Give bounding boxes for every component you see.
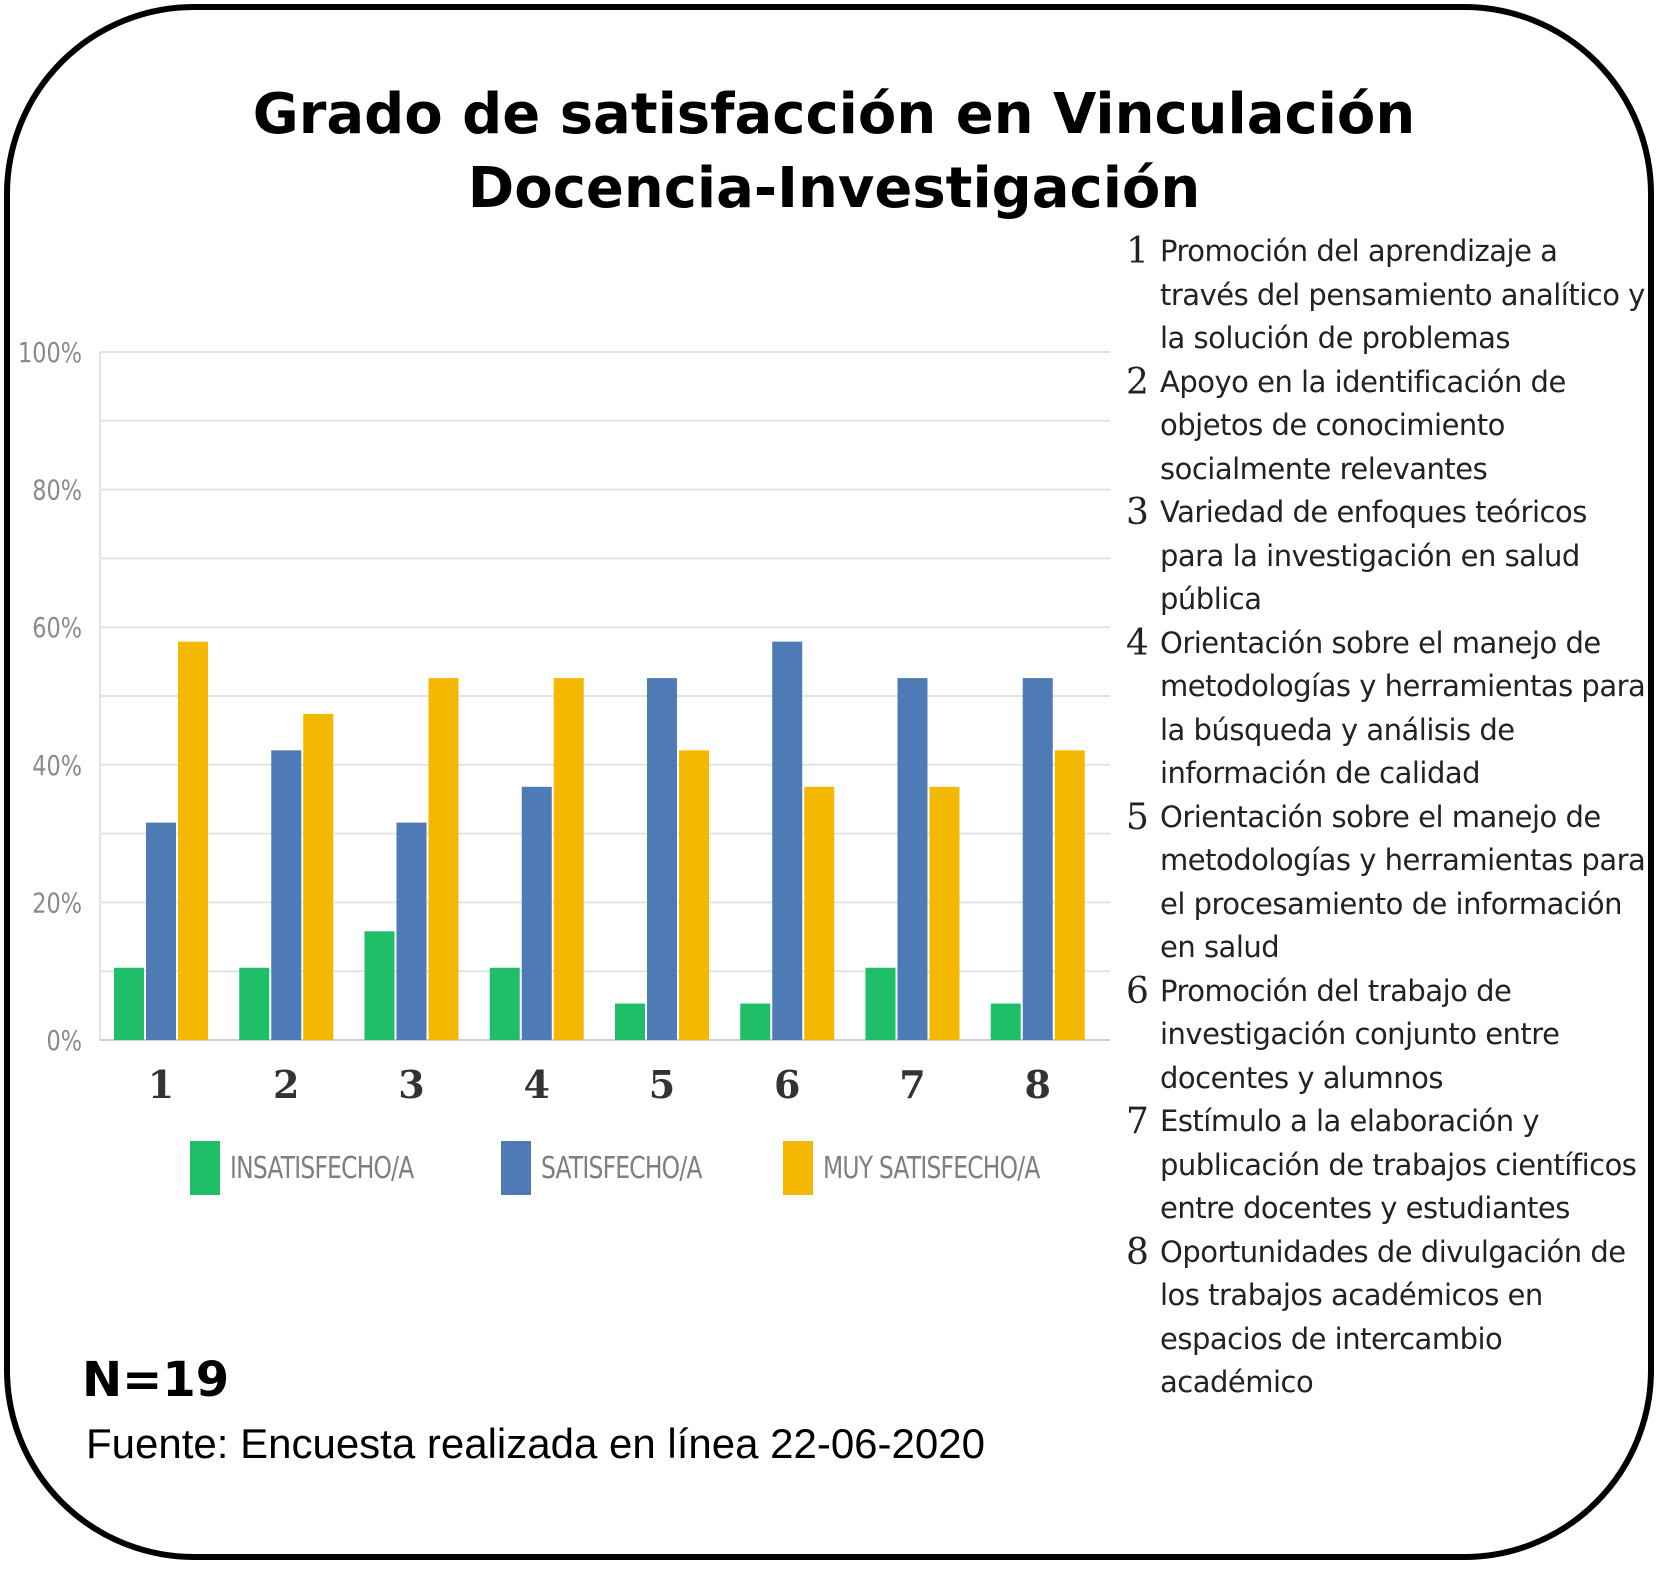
legend-item-muy-satisfecho: MUY SATISFECHO/A <box>783 1141 1101 1195</box>
description-text: Oportunidades de divulgación de los trab… <box>1160 1234 1626 1400</box>
description-item: 7 Estímulo a la elaboración y publicación… <box>1126 1100 1646 1231</box>
bar-5-insatisfecho <box>615 1003 645 1040</box>
description-item: 8 Oportunidades de divulgación de los tra… <box>1126 1231 1646 1405</box>
bar-3-muy-satisfecho <box>428 678 459 1040</box>
bar-8-satisfecho <box>1022 678 1053 1040</box>
x-tick-label: 5 <box>649 1062 675 1107</box>
x-tick-label: 4 <box>524 1062 550 1107</box>
x-tick-label: 7 <box>899 1062 925 1107</box>
chart-legend: INSATISFECHO/A SATISFECHO/A MUY SATISFEC… <box>190 1138 1070 1198</box>
bar-4-insatisfecho <box>489 967 520 1040</box>
y-tick-label: 40% <box>32 748 82 781</box>
description-text: Apoyo en la identificación de objetos de… <box>1160 364 1566 486</box>
chart-title: Grado de satisfacción en Vinculación Doc… <box>200 78 1468 226</box>
description-number: 5 <box>1126 796 1149 838</box>
legend-swatch-insatisfecho <box>190 1141 220 1195</box>
bar-3-satisfecho <box>396 822 427 1040</box>
bar-8-insatisfecho <box>990 1003 1021 1040</box>
y-tick-label: 60% <box>32 611 82 644</box>
description-item: 2 Apoyo en la identificación de objetos d… <box>1126 361 1646 492</box>
description-item: 5 Orientación sobre el manejo de metodolo… <box>1126 796 1646 970</box>
x-tick-label: 6 <box>774 1062 800 1107</box>
bar-4-satisfecho <box>521 786 552 1040</box>
description-number: 6 <box>1126 970 1149 1012</box>
bar-7-satisfecho <box>897 678 928 1040</box>
bar-2-muy-satisfecho <box>303 713 334 1040</box>
bar-3-insatisfecho <box>364 931 395 1040</box>
bar-1-satisfecho <box>146 822 176 1040</box>
x-tick-label: 2 <box>273 1062 299 1107</box>
legend-label-satisfecho: SATISFECHO/A <box>541 1150 702 1186</box>
description-text: Promoción del trabajo de investigación c… <box>1160 973 1560 1095</box>
category-descriptions: 1 Promoción del aprendizaje a través del … <box>1126 230 1646 1405</box>
bar-6-satisfecho <box>772 641 803 1040</box>
legend-item-insatisfecho: INSATISFECHO/A <box>190 1141 465 1195</box>
gridlines <box>99 351 1110 1041</box>
bar-2-satisfecho <box>271 750 302 1040</box>
legend-item-satisfecho: SATISFECHO/A <box>501 1141 747 1195</box>
description-text: Estímulo a la elaboración y publicación … <box>1160 1104 1637 1225</box>
title-line-1: Grado de satisfacción en Vinculación <box>252 82 1416 147</box>
description-text: Orientación sobre el manejo de metodolog… <box>1160 799 1646 965</box>
description-number: 1 <box>1126 231 1149 272</box>
y-axis-ticks: 0% 20% 40% 60% 80% 100% <box>18 335 82 1056</box>
description-number: 3 <box>1126 492 1149 533</box>
description-number: 4 <box>1126 622 1149 664</box>
legend-swatch-muy-satisfecho <box>783 1141 814 1195</box>
bar-7-insatisfecho <box>865 967 896 1040</box>
y-tick-label: 0% <box>46 1023 82 1056</box>
description-item: 4 Orientación sobre el manejo de metodolo… <box>1126 622 1646 796</box>
y-tick-label: 100% <box>18 335 82 368</box>
legend-swatch-satisfecho <box>501 1141 532 1195</box>
description-item: 1 Promoción del aprendizaje a través del … <box>1126 230 1646 361</box>
description-text: Promoción del aprendizaje a través del p… <box>1160 234 1645 355</box>
bar-4-muy-satisfecho <box>553 678 584 1040</box>
bar-5-muy-satisfecho <box>679 750 709 1040</box>
description-text: Orientación sobre el manejo de metodolog… <box>1160 625 1646 791</box>
description-item: 6 Promoción del trabajo de investigación … <box>1126 970 1646 1101</box>
bar-chart: 0% 20% 40% 60% 80% 100% 1 2 3 4 5 6 7 8 <box>18 335 1110 1107</box>
bar-2-insatisfecho <box>239 967 270 1040</box>
y-tick-label: 80% <box>32 473 82 506</box>
description-number: 8 <box>1126 1231 1149 1273</box>
x-tick-label: 3 <box>398 1062 424 1107</box>
bar-6-insatisfecho <box>740 1003 771 1040</box>
description-number: 7 <box>1126 1101 1149 1142</box>
bar-7-muy-satisfecho <box>929 786 960 1040</box>
description-text: Variedad de enfoques teóricos para la in… <box>1160 495 1587 616</box>
legend-label-insatisfecho: INSATISFECHO/A <box>230 1150 414 1186</box>
description-item: 3 Variedad de enfoques teóricos para la i… <box>1126 491 1646 622</box>
bar-5-satisfecho <box>647 678 677 1040</box>
x-tick-label: 1 <box>148 1062 174 1107</box>
x-axis-ticks: 1 2 3 4 5 6 7 8 <box>148 1062 1051 1107</box>
bar-1-muy-satisfecho <box>178 641 208 1040</box>
bar-6-muy-satisfecho <box>804 786 835 1040</box>
x-tick-label: 8 <box>1025 1062 1051 1107</box>
source-note: Fuente: Encuesta realizada en línea 22-0… <box>86 1420 985 1467</box>
title-line-2: Docencia-Investigación <box>467 156 1201 221</box>
bar-1-insatisfecho <box>114 967 144 1040</box>
legend-label-muy-satisfecho: MUY SATISFECHO/A <box>823 1150 1040 1186</box>
bar-8-muy-satisfecho <box>1054 750 1085 1040</box>
bars <box>114 641 1085 1040</box>
description-number: 2 <box>1126 361 1149 403</box>
sample-size-label: N=19 <box>82 1352 230 1408</box>
y-tick-label: 20% <box>32 886 82 919</box>
